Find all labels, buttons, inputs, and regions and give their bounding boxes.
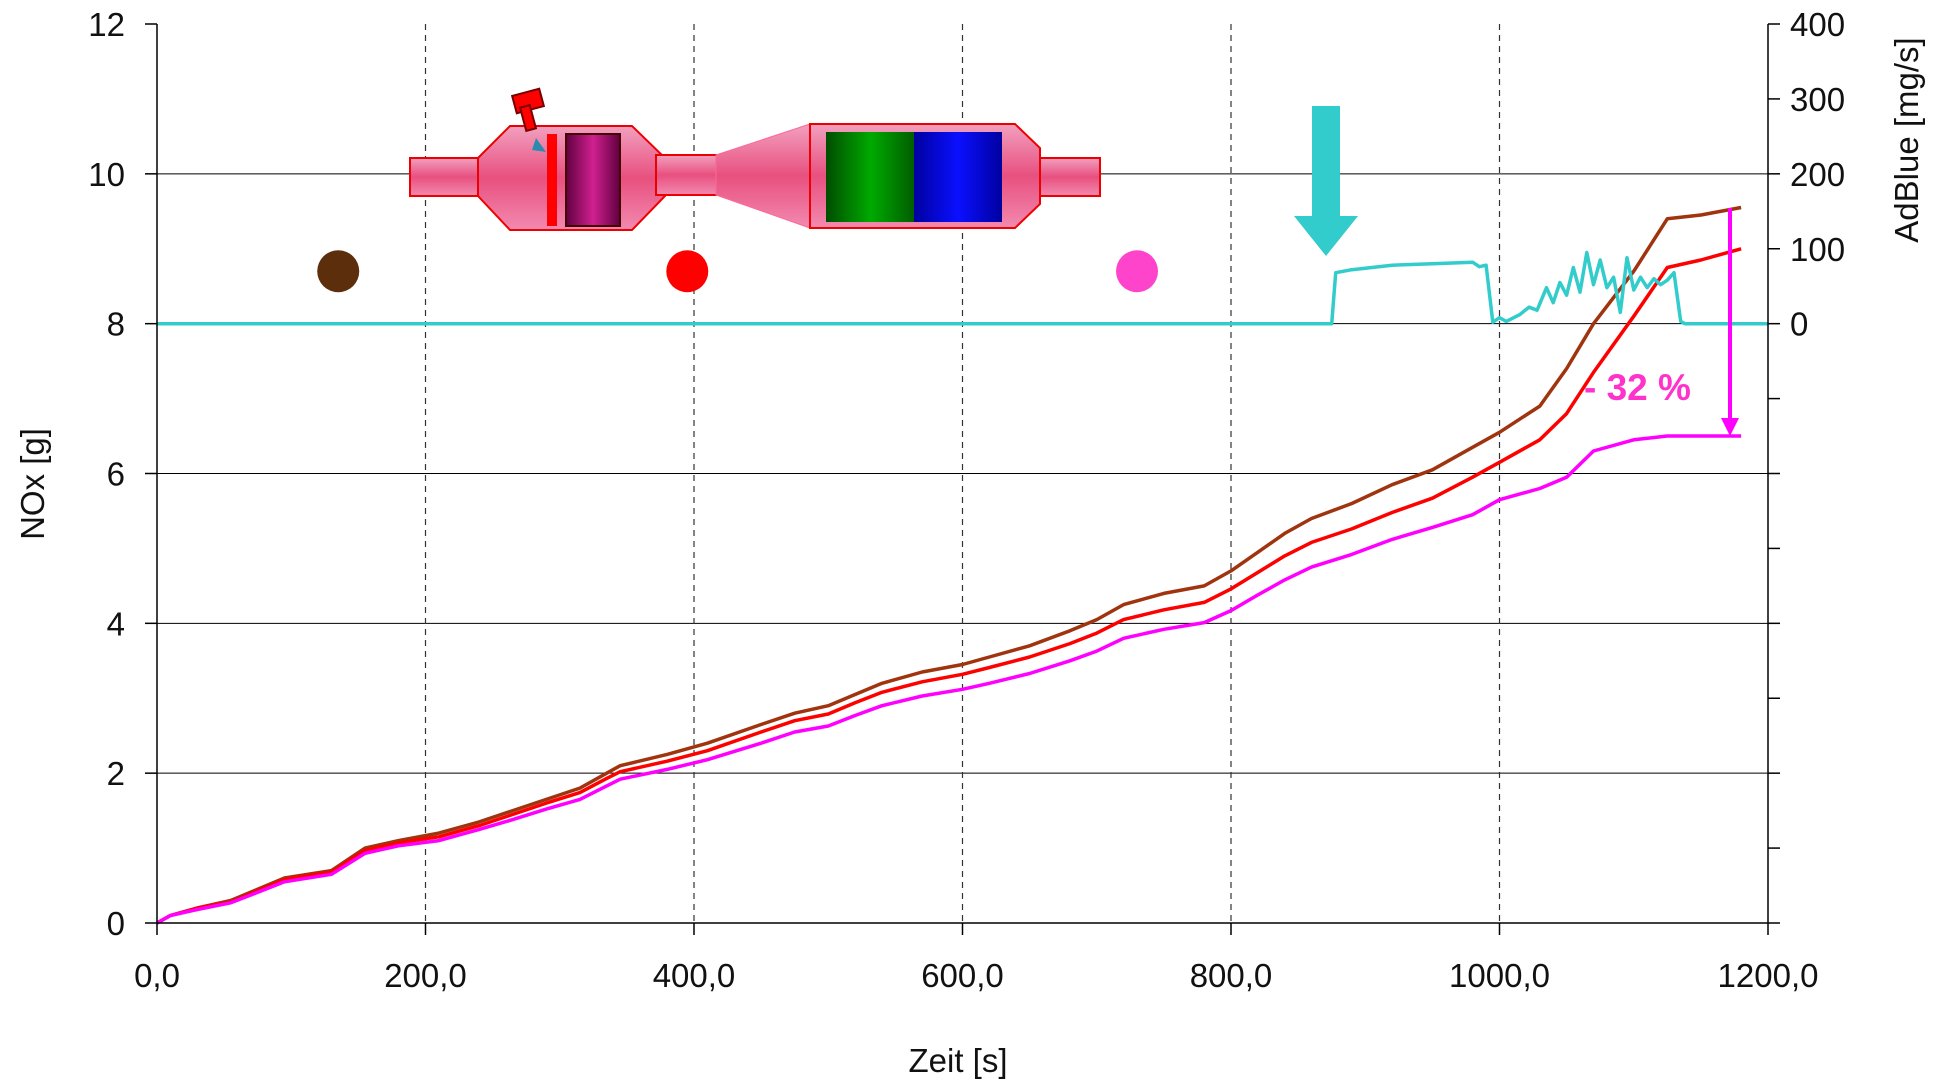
reduction-label: - 32 % (1584, 367, 1691, 408)
exhaust-outlet-pipe (1039, 157, 1101, 197)
exhaust-inlet-pipe (409, 157, 481, 197)
reduction-arrowhead-icon (1721, 418, 1739, 436)
y-tick-label: 10 (88, 156, 125, 193)
exhaust-cone (715, 123, 811, 229)
exhaust-red-band (547, 134, 557, 226)
y-tick-label: 8 (107, 306, 125, 343)
y-tick-label: 4 (107, 605, 125, 642)
series-line-1 (156, 205, 1742, 925)
x-tick-label: 1000,0 (1449, 957, 1550, 994)
exhaust-magenta-brick (565, 133, 621, 227)
markers (317, 250, 1159, 293)
y-tick-label: 2 (107, 755, 125, 792)
exhaust-system-illustration (409, 87, 1358, 256)
y2-tick-label: 400 (1790, 6, 1845, 43)
y2-tick-label: 100 (1790, 231, 1845, 268)
y2-axis-title: AdBlue [mg/s] (1888, 37, 1925, 242)
exhaust-mid-pipe (655, 154, 719, 196)
legend-marker-dot-3 (1116, 250, 1159, 293)
temperature-sensor-icon (510, 87, 546, 152)
x-axis-title: Zeit [s] (908, 1042, 1007, 1079)
series (156, 205, 1768, 925)
exhaust-green-brick (826, 132, 916, 222)
x-tick-label: 400,0 (653, 957, 736, 994)
y-tick-label: 0 (107, 905, 125, 942)
adblue-injection-arrow-icon (1294, 106, 1358, 256)
exhaust-blue-brick (914, 132, 1002, 222)
x-tick-label: 800,0 (1190, 957, 1273, 994)
x-tick-label: 200,0 (384, 957, 467, 994)
x-tick-label: 600,0 (921, 957, 1004, 994)
reduction-annotation: - 32 % (1584, 208, 1740, 438)
series-line-2 (156, 247, 1742, 925)
x-tick-label: 0,0 (134, 957, 180, 994)
y-tick-label: 12 (88, 6, 125, 43)
series-line-3 (156, 434, 1742, 925)
x-tick-label: 1200,0 (1718, 957, 1819, 994)
y2-tick-label: 0 (1790, 306, 1808, 343)
y2-tick-label: 300 (1790, 81, 1845, 118)
legend-marker-dot-1 (317, 250, 360, 293)
series-line-4 (157, 250, 1768, 326)
y2-tick-label: 200 (1790, 156, 1845, 193)
y-tick-label: 6 (107, 456, 125, 493)
axes: 0,0 200,0 400,0 600,0 800,0 1000,0 1200,0 0 2 4 6 8… (88, 6, 1845, 994)
y-axis-title: NOx [g] (14, 428, 51, 540)
legend-marker-dot-2 (666, 250, 709, 293)
